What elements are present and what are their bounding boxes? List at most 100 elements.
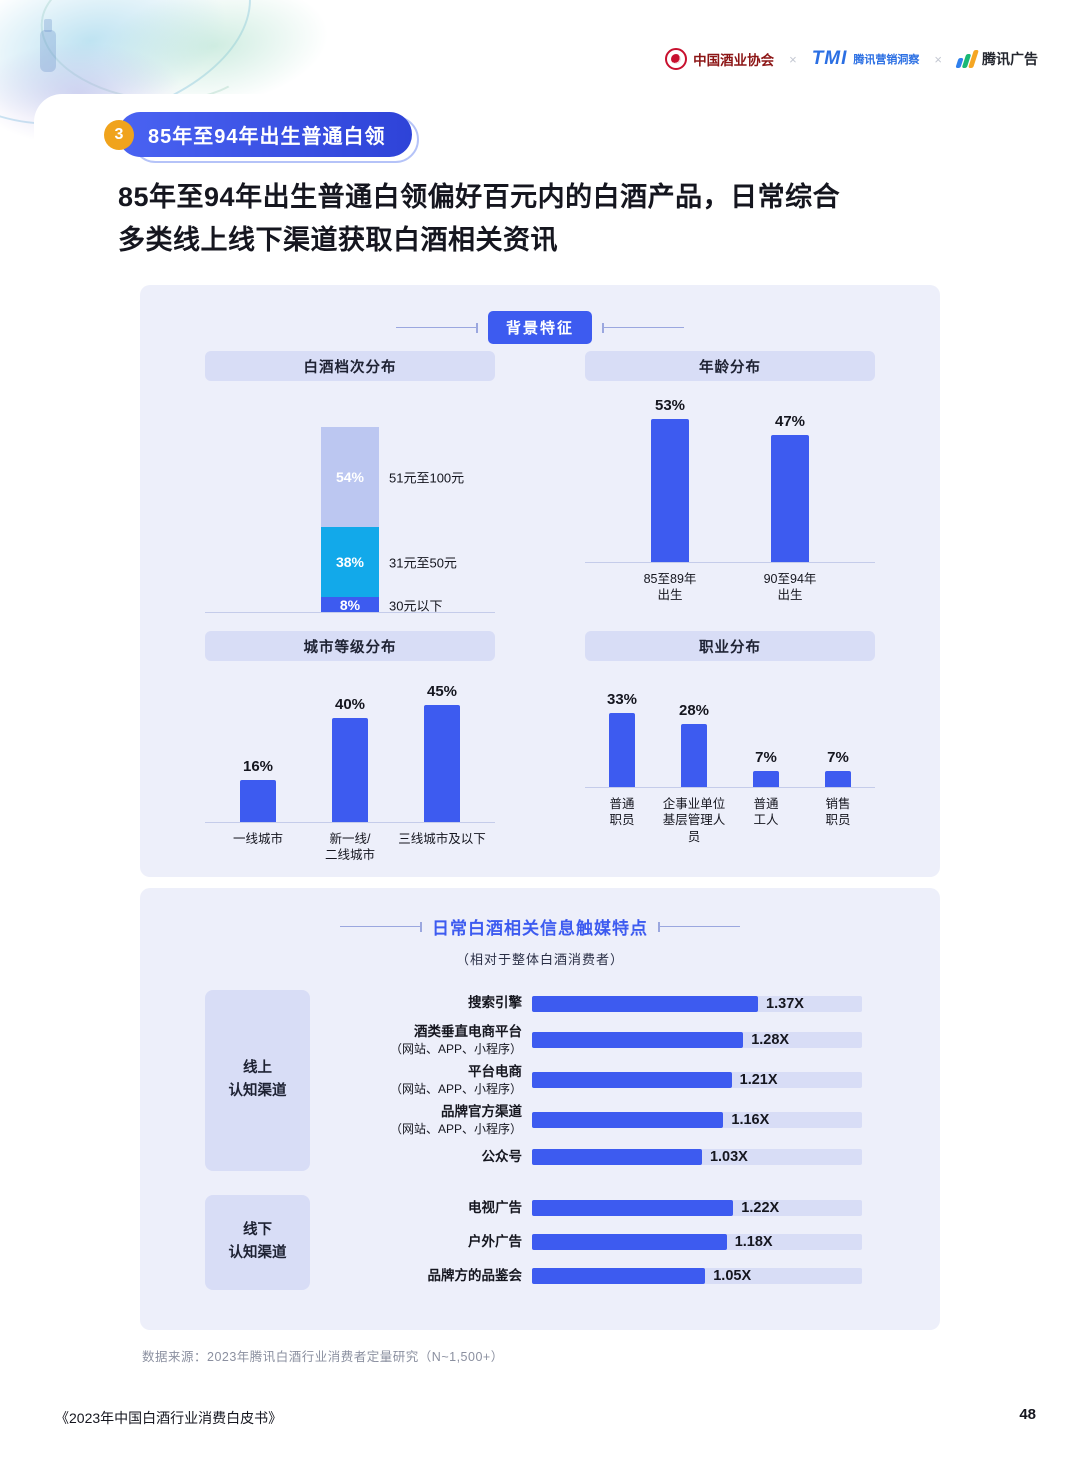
logo-tencent-ads: 腾讯广告: [955, 49, 1038, 69]
badge-title: 85年至94年出生普通白领: [118, 112, 418, 163]
bar-plot: 16% 40% 45%: [205, 673, 495, 823]
association-emblem-icon: [665, 48, 688, 70]
media-bar-track: 1.03X: [532, 1149, 862, 1166]
logo-china-alcohol-association: 中国酒业协会: [665, 48, 774, 70]
media-label-main: 电视广告: [468, 1199, 522, 1215]
chart-title-price-tier: 白酒档次分布: [205, 351, 495, 381]
bar-category-label: 90至94年 出生: [763, 572, 817, 603]
stacked-segment: 54% 51元至100元: [321, 427, 464, 527]
header-line-right: [658, 921, 740, 932]
chart-price-tier: 白酒档次分布 54% 51元至100元 38% 31元至50元 8% 30元以下: [205, 351, 495, 613]
bar-value-label: 53%: [654, 396, 686, 414]
logo-separator: ×: [934, 51, 942, 67]
bar-categories: 一线城市 新一线/ 二线城市 三线城市及以下: [205, 823, 495, 864]
bar-value-label: 16%: [242, 758, 274, 776]
media-bar-fill: [532, 1032, 744, 1049]
media-bar-fill: [532, 1234, 727, 1251]
bar-column: 47%: [730, 413, 850, 562]
media-value-label: 1.22X: [741, 1200, 780, 1217]
media-label-sub: （网站、APP、小程序）: [389, 1121, 522, 1136]
media-row: 户外广告 1.18X: [322, 1229, 862, 1256]
media-label: 电视广告: [322, 1200, 522, 1217]
section-badge: 3 85年至94年出生普通白领: [104, 112, 418, 163]
media-bar-fill: [532, 1072, 732, 1089]
chart-title-city-tier: 城市等级分布: [205, 631, 495, 661]
media-value-label: 1.16X: [731, 1112, 770, 1129]
segment-range-label: 30元以下: [389, 598, 443, 614]
chart-age: 年龄分布 53% 47% 85至89年 出生 90至94年 出生: [585, 351, 875, 604]
media-row: 公众号 1.03X: [322, 1144, 862, 1171]
price-tier-stacked-bar-plot: 54% 51元至100元 38% 31元至50元 8% 30元以下: [205, 403, 495, 613]
page-title-line1: 85年至94年出生普通白领偏好百元内的白酒产品，日常综合: [118, 182, 841, 212]
age-bar-chart: 53% 47% 85至89年 出生 90至94年 出生: [585, 393, 875, 604]
media-rows: 电视广告 1.22X 户外广告 1.18X 品牌方的品鉴会 1.05X: [322, 1195, 862, 1290]
media-value-label: 1.18X: [734, 1234, 773, 1251]
bar: [332, 718, 368, 822]
report-title: 《2023年中国白酒行业消费白皮书》: [55, 1410, 283, 1426]
bar-column: 7%: [730, 749, 802, 787]
bar-category-label: 85至89年 出生: [643, 572, 697, 603]
segment-percent-label: 54%: [335, 468, 365, 485]
media-label-main: 酒类垂直电商平台: [414, 1024, 522, 1039]
media-bar-fill: [532, 1268, 706, 1285]
chart-occupation: 职业分布 33% 28% 7% 7% 普通 职员 企事业单位 基层管理人员 普通 工人 销售 …: [585, 631, 875, 845]
media-bar-track: 1.21X: [532, 1072, 862, 1089]
stacked-bar: 54% 51元至100元 38% 31元至50元 8% 30元以下: [321, 427, 464, 613]
bar-value-label: 7%: [827, 749, 849, 767]
media-bar-track: 1.37X: [532, 995, 862, 1012]
bar-column: 40%: [304, 696, 396, 822]
media-bar-track: 1.05X: [532, 1268, 862, 1285]
stacked-segment: 38% 31元至50元: [321, 526, 457, 598]
media-label-main: 户外广告: [468, 1233, 522, 1249]
bar-plot: 53% 47%: [585, 393, 875, 563]
background-features-panel: 背景特征 白酒档次分布 54% 51元至100元 38% 31元至50元 8% 30元以下…: [140, 285, 940, 877]
logo-tmi: TMI 腾讯营销洞察: [812, 48, 920, 70]
bar-category-label: 三线城市及以下: [398, 832, 486, 846]
media-label-sub: （网站、APP、小程序）: [389, 1041, 522, 1056]
bar-category-label: 销售 职员: [825, 797, 851, 828]
bar-column: 33%: [586, 691, 658, 787]
media-bar-fill: [532, 1200, 734, 1217]
bar: [771, 435, 809, 562]
channel-group-label: 线上 认知渠道: [205, 990, 310, 1171]
header-line-left: [395, 322, 478, 333]
bar: [609, 712, 635, 787]
media-label: 酒类垂直电商平台 （网站、APP、小程序）: [322, 1024, 522, 1057]
media-group: 线上 认知渠道 搜索引擎 1.37X 酒类垂直电商平台 （网站、APP、小程序） 1.28…: [205, 990, 940, 1171]
tencent-ads-logo-text: 腾讯广告: [982, 51, 1038, 67]
bar-value-label: 45%: [426, 683, 458, 700]
bottle-illustration: [40, 19, 56, 72]
bar-column: 28%: [658, 702, 730, 787]
media-label: 搜索引擎: [322, 995, 522, 1012]
tencent-ads-waves-icon: [955, 50, 979, 68]
media-label-sub: （网站、APP、小程序）: [389, 1081, 522, 1096]
section-title-background: 背景特征: [487, 311, 592, 344]
media-group: 线下 认知渠道 电视广告 1.22X 户外广告 1.18X 品牌方的品鉴会 1.05X: [205, 1194, 940, 1290]
bar-column: 16%: [212, 758, 304, 822]
media-row: 品牌官方渠道 （网站、APP、小程序） 1.16X: [322, 1104, 862, 1137]
media-label-main: 公众号: [481, 1148, 523, 1164]
bar-category-label: 企事业单位 基层管理人员: [662, 797, 726, 844]
bar: [424, 705, 460, 822]
city-tier-bar-chart: 16% 40% 45% 一线城市 新一线/ 二线城市 三线城市及以下: [205, 673, 495, 864]
media-bar-fill: [532, 1149, 702, 1166]
bar: [753, 771, 779, 787]
chart-city-tier: 城市等级分布 16% 40% 45% 一线城市 新一线/ 二线城市 三线城市及以下: [205, 631, 495, 864]
badge-number: 3: [104, 119, 134, 150]
segment-range-label: 31元至50元: [389, 555, 457, 571]
bar: [651, 418, 689, 562]
bar: [240, 780, 276, 822]
occupation-bar-chart: 33% 28% 7% 7% 普通 职员 企事业单位 基层管理人员 普通 工人 销售 职员: [585, 673, 875, 845]
bar-value-label: 40%: [334, 696, 366, 713]
media-label: 公众号: [322, 1148, 523, 1166]
bar: [681, 724, 707, 787]
bar-category-label: 新一线/ 二线城市: [324, 832, 375, 863]
media-bar-fill: [532, 995, 759, 1012]
bar: [825, 771, 851, 787]
header-line-right: [602, 322, 684, 333]
chart-title-occupation: 职业分布: [585, 631, 875, 661]
media-bar-track: 1.22X: [532, 1200, 862, 1217]
media-row: 品牌方的品鉴会 1.05X: [322, 1263, 862, 1290]
channel-group-label: 线下 认知渠道: [205, 1194, 310, 1290]
media-row: 搜索引擎 1.37X: [322, 990, 862, 1017]
